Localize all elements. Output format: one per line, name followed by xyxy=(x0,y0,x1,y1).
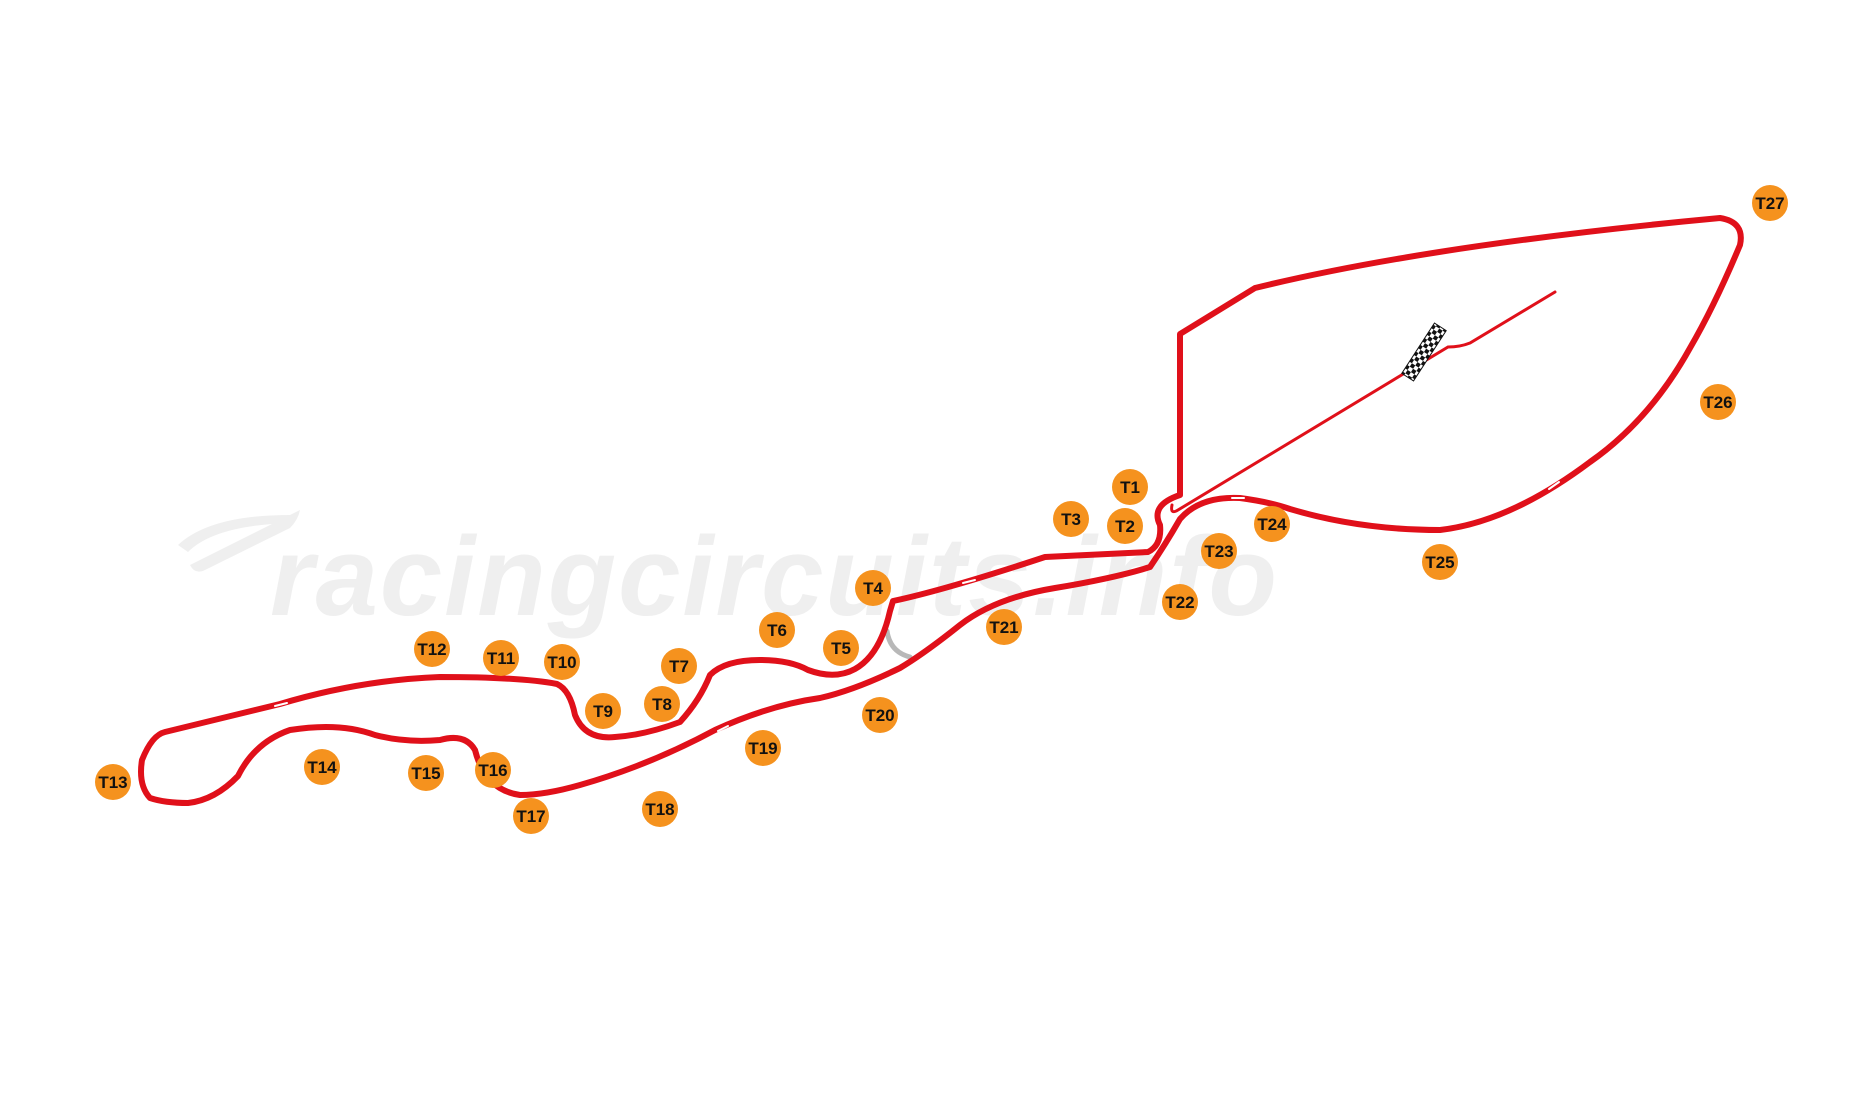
turn-label: T24 xyxy=(1257,515,1287,534)
turn-marker-t18: T18 xyxy=(642,791,678,827)
turn-marker-t21: T21 xyxy=(986,609,1022,645)
turn-marker-t14: T14 xyxy=(304,749,340,785)
turn-marker-t27: T27 xyxy=(1752,185,1788,221)
turn-marker-circle xyxy=(1112,469,1148,505)
turn-marker-circle xyxy=(759,612,795,648)
turn-label: T11 xyxy=(487,649,515,668)
turn-marker-circle xyxy=(544,644,580,680)
turn-label: T10 xyxy=(547,653,576,672)
turn-marker-t13: T13 xyxy=(95,764,131,800)
turn-label: T6 xyxy=(767,621,787,640)
turn-marker-circle xyxy=(408,755,444,791)
turn-marker-circle xyxy=(304,749,340,785)
turn-label: T20 xyxy=(865,706,894,725)
turn-label: T23 xyxy=(1204,542,1233,561)
turn-marker-circle xyxy=(1700,384,1736,420)
turn-label: T19 xyxy=(748,739,777,758)
turn-label: T3 xyxy=(1061,510,1081,529)
checkered-flag-icon xyxy=(1401,322,1447,382)
turn-marker-t20: T20 xyxy=(862,697,898,733)
turn-label: T4 xyxy=(863,579,883,598)
turn-marker-circle xyxy=(855,570,891,606)
turn-marker-t5: T5 xyxy=(823,630,859,666)
turn-label: T15 xyxy=(411,764,440,783)
turn-marker-circle xyxy=(585,693,621,729)
turn-label: T14 xyxy=(307,758,337,777)
turn-marker-t10: T10 xyxy=(544,644,580,680)
turn-label: T9 xyxy=(593,702,613,721)
turn-marker-t1: T1 xyxy=(1112,469,1148,505)
turn-marker-circle xyxy=(1107,508,1143,544)
turn-marker-t12: T12 xyxy=(414,631,450,667)
turn-label: T21 xyxy=(989,618,1018,637)
turn-marker-t26: T26 xyxy=(1700,384,1736,420)
turn-marker-t17: T17 xyxy=(513,798,549,834)
turn-marker-t22: T22 xyxy=(1162,584,1198,620)
turn-marker-t6: T6 xyxy=(759,612,795,648)
turn-marker-t16: T16 xyxy=(475,752,511,788)
turn-label: T25 xyxy=(1425,553,1454,572)
track-markings xyxy=(274,379,1560,732)
turn-marker-circle xyxy=(1422,544,1458,580)
turn-label: T7 xyxy=(669,657,689,676)
pit-lane xyxy=(1170,290,1557,514)
turn-marker-circle xyxy=(513,798,549,834)
turn-label: T12 xyxy=(417,640,446,659)
turn-marker-t4: T4 xyxy=(855,570,891,606)
turn-label: T27 xyxy=(1755,194,1784,213)
turn-marker-circle xyxy=(483,640,519,676)
turn-marker-circle xyxy=(1254,506,1290,542)
turn-marker-t2: T2 xyxy=(1107,508,1143,544)
turn-marker-circle xyxy=(661,648,697,684)
turn-label: T13 xyxy=(98,773,127,792)
turn-label: T2 xyxy=(1115,517,1135,536)
turn-marker-t15: T15 xyxy=(408,755,444,791)
turn-marker-circle xyxy=(823,630,859,666)
turn-marker-circle xyxy=(862,697,898,733)
turn-label: T22 xyxy=(1165,593,1194,612)
turn-marker-t11: T11 xyxy=(483,640,519,676)
turn-label: T17 xyxy=(516,807,545,826)
turn-label: T26 xyxy=(1703,393,1732,412)
turn-marker-circle xyxy=(1053,501,1089,537)
turn-marker-circle xyxy=(986,609,1022,645)
turn-marker-t23: T23 xyxy=(1201,533,1237,569)
turn-marker-circle xyxy=(1201,533,1237,569)
turn-marker-t24: T24 xyxy=(1254,506,1290,542)
turn-label: T18 xyxy=(645,800,674,819)
turn-marker-circle xyxy=(1752,185,1788,221)
turn-marker-t8: T8 xyxy=(644,686,680,722)
turn-marker-t9: T9 xyxy=(585,693,621,729)
track-outline xyxy=(138,215,1744,806)
turn-marker-circle xyxy=(642,791,678,827)
turn-marker-t3: T3 xyxy=(1053,501,1089,537)
racingcircuits-logo-icon xyxy=(178,510,300,572)
turn-label: T16 xyxy=(478,761,507,780)
turn-label: T1 xyxy=(1120,478,1140,497)
turn-marker-circle xyxy=(745,730,781,766)
turn-marker-circle xyxy=(644,686,680,722)
turn-marker-t25: T25 xyxy=(1422,544,1458,580)
turn-marker-circle xyxy=(1162,584,1198,620)
turn-marker-circle xyxy=(414,631,450,667)
turn-label: T5 xyxy=(831,639,851,658)
turn-label: T8 xyxy=(652,695,672,714)
turn-markers: T1 T2 T3 T4 T5 T6 T7 T8 T9 T10 T11 T12 T13 T14 T15 T16 T… xyxy=(95,185,1788,834)
turn-marker-t7: T7 xyxy=(661,648,697,684)
turn-marker-circle xyxy=(475,752,511,788)
turn-marker-circle xyxy=(95,764,131,800)
turn-marker-t19: T19 xyxy=(745,730,781,766)
unused-track-section xyxy=(884,628,913,660)
